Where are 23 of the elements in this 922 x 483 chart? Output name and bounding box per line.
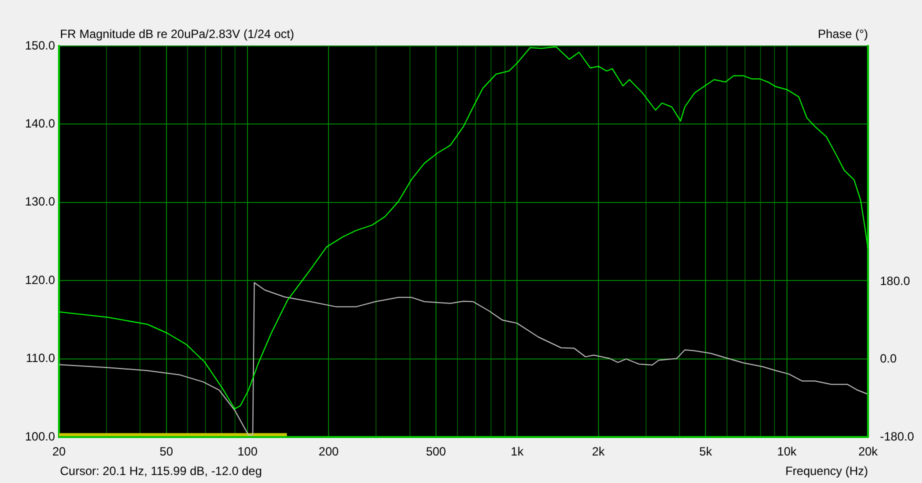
y-tick-label: 130.0 [24, 194, 56, 209]
y2-tick-label: 0.0 [880, 352, 898, 366]
chart-title: FR Magnitude dB re 20uPa/2.83V (1/24 oct) [60, 27, 294, 41]
x-tick-label: 100 [237, 444, 258, 459]
text: Cursor: 20.1 Hz, 115.99 dB, -12.0 deg [60, 464, 262, 478]
x-tick-label: 10k [777, 444, 798, 459]
y-tick-label: 120.0 [24, 272, 56, 287]
x-tick-label: 20k [858, 444, 879, 459]
y2-tick-label: 180.0 [880, 274, 910, 288]
x-tick-label: 500 [426, 444, 446, 459]
x-tick-label: 20 [52, 444, 66, 459]
x-tick-label: 50 [160, 444, 174, 459]
y-tick-label: 100.0 [24, 429, 56, 444]
y-tick-label: 110.0 [26, 351, 56, 366]
y-tick-label: 150.0 [24, 38, 56, 52]
y2-tick-label: -180.0 [880, 429, 914, 444]
x-tick-label: 1k [510, 444, 524, 459]
y2-axis-title: Phase (°) [818, 27, 868, 41]
x-tick-label: 5k [699, 444, 713, 459]
x-tick-label: 2k [592, 444, 606, 459]
x-axis-title: Frequency (Hz) [785, 464, 868, 478]
y-tick-label: 140.0 [24, 116, 56, 131]
x-tick-label: 200 [318, 444, 339, 459]
